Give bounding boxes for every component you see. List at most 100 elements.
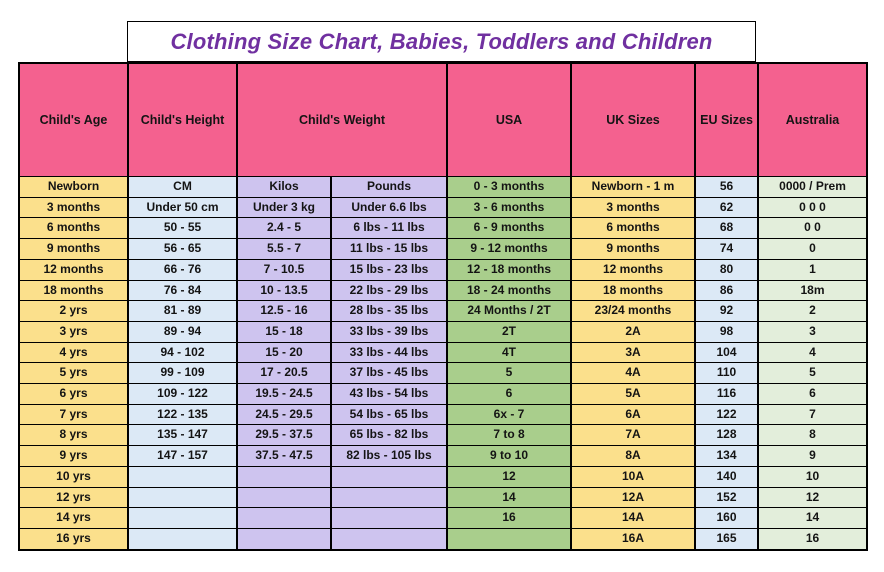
cell-usa: 9 to 10 [446, 445, 573, 467]
cell-weight_kilos [236, 465, 332, 488]
header-eu-sizes: EU Sizes [694, 62, 760, 177]
cell-weight_kilos: Kilos [236, 176, 332, 198]
cell-age: 12 yrs [18, 486, 129, 509]
cell-weight_kilos: 7 - 10.5 [236, 258, 332, 281]
header-childs-age: Child's Age [18, 62, 129, 177]
table-row: 4 yrs 94 - 102 15 - 20 33 lbs - 44 lbs 4T 3A 1… [18, 341, 869, 364]
cell-eu_sizes: 152 [694, 486, 760, 509]
cell-weight_pounds: 11 lbs - 15 lbs [329, 238, 449, 260]
cell-age: 10 yrs [18, 465, 129, 488]
cell-uk_sizes: 12A [570, 486, 697, 509]
cell-height_cm [127, 465, 238, 488]
cell-eu_sizes: 86 [694, 279, 760, 302]
cell-weight_pounds [329, 465, 449, 488]
cell-uk_sizes: Newborn - 1 m [570, 176, 697, 198]
cell-eu_sizes: 116 [694, 383, 760, 405]
table-row: 8 yrs 135 - 147 29.5 - 37.5 65 lbs - 82 lbs… [18, 424, 869, 447]
cell-age: 18 months [18, 279, 129, 302]
cell-uk_sizes: 16A [570, 527, 697, 551]
cell-weight_pounds [329, 486, 449, 509]
cell-weight_kilos: 15 - 20 [236, 341, 332, 364]
cell-australia: 6 [757, 383, 869, 405]
cell-weight_kilos: 15 - 18 [236, 320, 332, 343]
cell-eu_sizes: 92 [694, 300, 760, 322]
cell-height_cm: 56 - 65 [127, 238, 238, 260]
cell-australia: 9 [757, 445, 869, 467]
cell-weight_kilos: 37.5 - 47.5 [236, 445, 332, 467]
cell-uk_sizes: 4A [570, 362, 697, 385]
cell-age: 8 yrs [18, 424, 129, 447]
header-childs-height: Child's Height [127, 62, 238, 177]
table-row: 2 yrs 81 - 89 12.5 - 16 28 lbs - 35 lbs 24 M… [18, 300, 869, 322]
cell-age: 3 months [18, 196, 129, 219]
cell-australia: 0000 / Prem [757, 176, 869, 198]
cell-weight_kilos: 17 - 20.5 [236, 362, 332, 385]
cell-australia: 8 [757, 424, 869, 447]
cell-weight_pounds [329, 507, 449, 529]
cell-weight_kilos [236, 486, 332, 509]
cell-weight_kilos: 10 - 13.5 [236, 279, 332, 302]
table-row: 9 yrs 147 - 157 37.5 - 47.5 82 lbs - 105 lb… [18, 445, 869, 467]
cell-weight_pounds: 33 lbs - 39 lbs [329, 320, 449, 343]
table-row: 3 yrs 89 - 94 15 - 18 33 lbs - 39 lbs 2T 2A 98… [18, 320, 869, 343]
cell-australia: 10 [757, 465, 869, 488]
cell-australia: 18m [757, 279, 869, 302]
header-usa: USA [446, 62, 573, 177]
cell-uk_sizes: 23/24 months [570, 300, 697, 322]
cell-uk_sizes: 8A [570, 445, 697, 467]
cell-weight_kilos: 5.5 - 7 [236, 238, 332, 260]
cell-height_cm: 89 - 94 [127, 320, 238, 343]
cell-height_cm: 109 - 122 [127, 383, 238, 405]
table-row: 9 months 56 - 65 5.5 - 7 11 lbs - 15 lbs 9 -… [18, 238, 869, 260]
cell-height_cm: 122 - 135 [127, 403, 238, 426]
cell-height_cm: CM [127, 176, 238, 198]
cell-australia: 3 [757, 320, 869, 343]
cell-age: 6 yrs [18, 383, 129, 405]
cell-australia: 4 [757, 341, 869, 364]
cell-australia: 0 [757, 238, 869, 260]
cell-age: Newborn [18, 176, 129, 198]
cell-weight_kilos: 12.5 - 16 [236, 300, 332, 322]
page-title: Clothing Size Chart, Babies, Toddlers an… [170, 28, 713, 54]
table-row: 3 months Under 50 cm Under 3 kg Under 6.6 l… [18, 196, 869, 219]
cell-eu_sizes: 80 [694, 258, 760, 281]
cell-eu_sizes: 110 [694, 362, 760, 385]
cell-height_cm: 147 - 157 [127, 445, 238, 467]
cell-weight_kilos: 24.5 - 29.5 [236, 403, 332, 426]
table-row: 6 yrs 109 - 122 19.5 - 24.5 43 lbs - 54 lbs… [18, 383, 869, 405]
table-row: 10 yrs 12 10A 140 10 [18, 465, 869, 488]
cell-weight_pounds [329, 527, 449, 551]
cell-uk_sizes: 14A [570, 507, 697, 529]
cell-weight_pounds: 82 lbs - 105 lbs [329, 445, 449, 467]
cell-uk_sizes: 9 months [570, 238, 697, 260]
cell-usa: 4T [446, 341, 573, 364]
cell-usa: 6 [446, 383, 573, 405]
table-row: 18 months 76 - 84 10 - 13.5 22 lbs - 29 lbs… [18, 279, 869, 302]
header-row: Child's Age Child's Height Child's Weigh… [18, 62, 869, 177]
cell-australia: 7 [757, 403, 869, 426]
cell-eu_sizes: 128 [694, 424, 760, 447]
cell-usa: 6x - 7 [446, 403, 573, 426]
cell-eu_sizes: 56 [694, 176, 760, 198]
cell-uk_sizes: 5A [570, 383, 697, 405]
cell-usa: 14 [446, 486, 573, 509]
cell-uk_sizes: 3 months [570, 196, 697, 219]
cell-age: 4 yrs [18, 341, 129, 364]
cell-uk_sizes: 7A [570, 424, 697, 447]
cell-weight_pounds: 37 lbs - 45 lbs [329, 362, 449, 385]
cell-eu_sizes: 165 [694, 527, 760, 551]
cell-australia: 1 [757, 258, 869, 281]
cell-weight_kilos [236, 507, 332, 529]
cell-weight_pounds: 33 lbs - 44 lbs [329, 341, 449, 364]
cell-usa: 3 - 6 months [446, 196, 573, 219]
cell-weight_kilos: 29.5 - 37.5 [236, 424, 332, 447]
cell-uk_sizes: 12 months [570, 258, 697, 281]
cell-weight_pounds: 54 lbs - 65 lbs [329, 403, 449, 426]
cell-weight_pounds: 15 lbs - 23 lbs [329, 258, 449, 281]
cell-uk_sizes: 10A [570, 465, 697, 488]
cell-uk_sizes: 18 months [570, 279, 697, 302]
cell-age: 16 yrs [18, 527, 129, 551]
cell-weight_pounds: Under 6.6 lbs [329, 196, 449, 219]
